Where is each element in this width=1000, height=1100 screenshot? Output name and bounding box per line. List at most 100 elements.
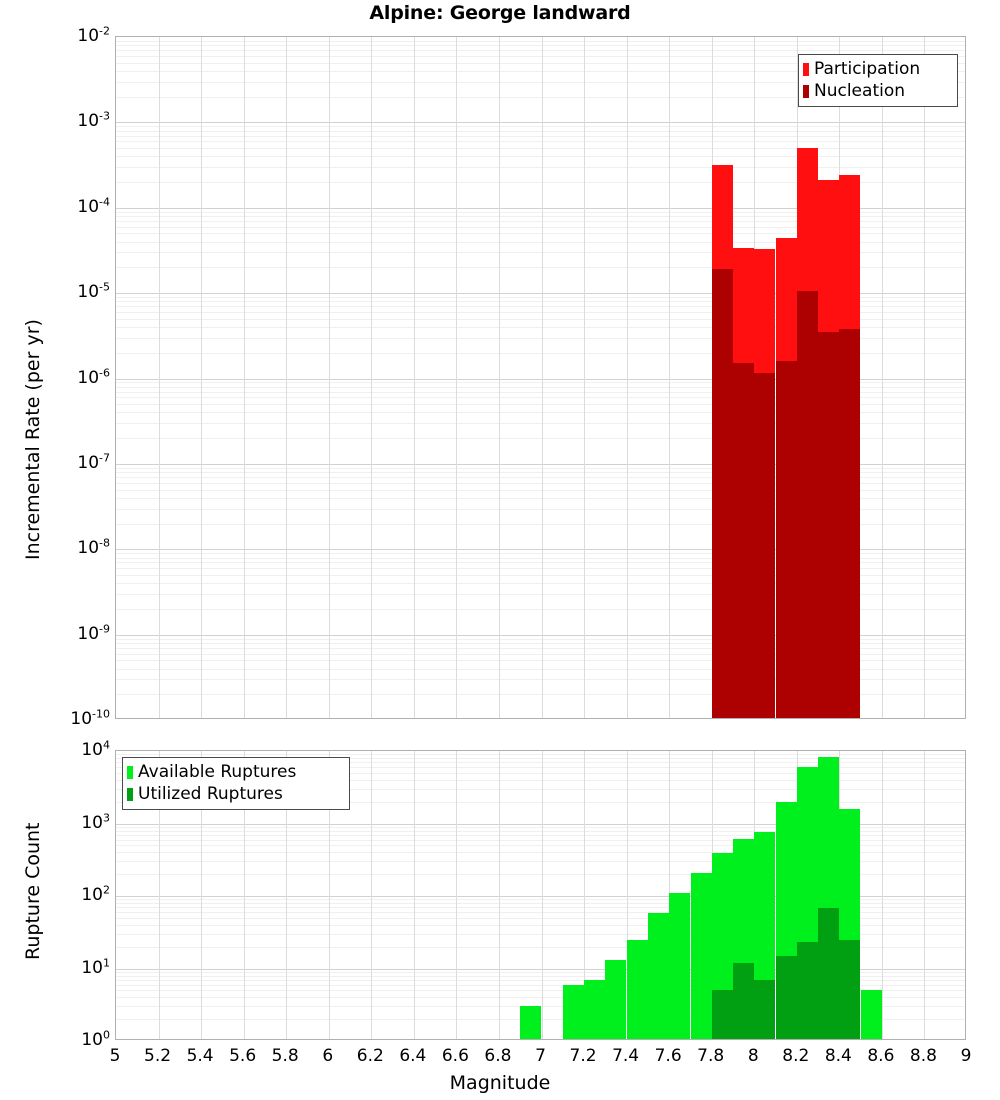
x-tick-label: 9	[960, 1046, 972, 1066]
grid-line-minor	[116, 924, 965, 926]
grid-line-vertical	[201, 751, 202, 1039]
grid-line-minor	[116, 226, 965, 228]
magnitude-x-axis-ticks: 5 5.2 5.4 5.6 5.8 6 6.2 6.4 6.6 6.8 7 7.2 7.4 7.6 7.8 8…	[0, 1046, 1000, 1072]
grid-line-minor	[116, 62, 965, 64]
x-tick-label: 6.4	[399, 1046, 427, 1066]
grid-line-minor	[116, 754, 965, 756]
grid-line-minor	[116, 397, 965, 399]
y-tick-label: 101	[81, 955, 110, 978]
grid-line-minor	[116, 156, 965, 158]
bar	[605, 960, 627, 1039]
grid-line-minor	[116, 834, 965, 836]
y-tick-label: 10-5	[77, 280, 110, 303]
grid-line-minor	[116, 801, 965, 803]
grid-line-major	[116, 463, 965, 465]
grid-line-vertical	[371, 751, 372, 1039]
grid-line-vertical	[159, 37, 160, 718]
legend-item[interactable]: Nucleation	[803, 80, 951, 102]
grid-line-minor	[116, 233, 965, 235]
grid-line-minor	[116, 772, 965, 774]
bar	[754, 979, 776, 1039]
grid-line-minor	[116, 412, 965, 414]
y-tick-label: 10-10	[70, 707, 110, 729]
incremental-rate-panel	[115, 36, 966, 719]
grid-line-minor	[116, 267, 965, 269]
grid-line-minor	[116, 608, 965, 610]
rupture-count-plot-area	[116, 751, 965, 1039]
y-tick-label: 10-4	[77, 195, 110, 217]
x-tick-label: 7.8	[697, 1046, 725, 1066]
x-tick-label: 6.6	[441, 1046, 469, 1066]
grid-line-minor	[116, 557, 965, 559]
grid-line-vertical	[244, 37, 245, 718]
grid-line-minor	[116, 984, 965, 986]
grid-line-minor	[116, 382, 965, 384]
bar	[562, 984, 584, 1039]
grid-line-minor	[116, 668, 965, 670]
grid-line-minor	[116, 907, 965, 909]
grid-line-vertical	[499, 37, 500, 718]
x-tick-label: 6.2	[356, 1046, 384, 1066]
y-tick-label: 10-9	[77, 621, 110, 644]
bar	[690, 872, 712, 1039]
incremental-rate-legend: Participation Nucleation	[798, 54, 958, 107]
x-tick-label: 8.4	[824, 1046, 852, 1066]
grid-line-vertical	[329, 751, 330, 1039]
grid-line-vertical	[542, 751, 543, 1039]
rupture-count-y-axis-ticks: 104 103 102 101 100	[0, 0, 110, 1100]
bar	[775, 955, 797, 1039]
grid-line-minor	[116, 758, 965, 760]
grid-line-minor	[116, 899, 965, 901]
legend-item[interactable]: Utilized Ruptures	[127, 783, 343, 805]
y-tick-label: 10-2	[77, 24, 110, 46]
grid-line-vertical	[542, 37, 543, 718]
x-tick-label: 8.2	[782, 1046, 810, 1066]
bar	[584, 979, 606, 1039]
y-tick-label: 10-3	[77, 109, 110, 132]
legend-item[interactable]: Participation	[803, 58, 951, 80]
grid-line-minor	[116, 523, 965, 525]
x-tick-label: 7.6	[654, 1046, 682, 1066]
grid-line-minor	[116, 997, 965, 999]
y-tick-label: 10-7	[77, 451, 110, 473]
grid-line-minor	[116, 568, 965, 570]
grid-line-minor	[116, 826, 965, 828]
y-tick-label: 10-8	[77, 536, 110, 559]
grid-line-minor	[116, 45, 965, 47]
grid-line-vertical	[414, 37, 415, 718]
grid-line-minor	[116, 990, 965, 992]
bar	[796, 942, 818, 1039]
legend-item[interactable]: Available Ruptures	[127, 761, 343, 783]
bar	[733, 363, 755, 718]
x-tick-label: 5.4	[186, 1046, 214, 1066]
grid-line-minor	[116, 126, 965, 128]
bar	[775, 361, 797, 718]
grid-line-minor	[116, 96, 965, 98]
grid-line-vertical	[286, 751, 287, 1039]
bar	[818, 908, 840, 1039]
grid-line-major	[116, 378, 965, 380]
grid-line-minor	[116, 241, 965, 243]
bar	[626, 939, 648, 1039]
grid-line-minor	[116, 312, 965, 314]
legend-label: Participation	[814, 58, 921, 79]
grid-line-vertical	[882, 751, 883, 1039]
grid-line-vertical	[456, 751, 457, 1039]
grid-line-minor	[116, 852, 965, 854]
grid-line-vertical	[286, 37, 287, 718]
legend-swatch-icon	[803, 62, 809, 76]
grid-line-vertical	[584, 751, 585, 1039]
grid-line-vertical	[627, 751, 628, 1039]
grid-line-minor	[116, 306, 965, 308]
grid-line-minor	[116, 979, 965, 981]
bar	[818, 332, 840, 718]
grid-line-minor	[116, 574, 965, 576]
x-tick-label: 5.8	[271, 1046, 299, 1066]
grid-line-vertical	[584, 37, 585, 718]
grid-line-minor	[116, 81, 965, 83]
grid-line-minor	[116, 593, 965, 595]
grid-line-minor	[116, 767, 965, 769]
grid-line-vertical	[627, 37, 628, 718]
grid-line-minor	[116, 482, 965, 484]
grid-line-minor	[116, 252, 965, 254]
